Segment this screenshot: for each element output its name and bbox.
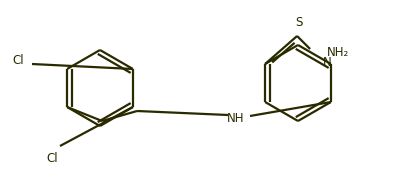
Text: S: S (295, 15, 303, 29)
Text: Cl: Cl (12, 54, 24, 67)
Text: N: N (322, 55, 331, 68)
Text: NH₂: NH₂ (327, 46, 349, 59)
Text: NH: NH (227, 112, 245, 124)
Text: Cl: Cl (46, 152, 58, 165)
